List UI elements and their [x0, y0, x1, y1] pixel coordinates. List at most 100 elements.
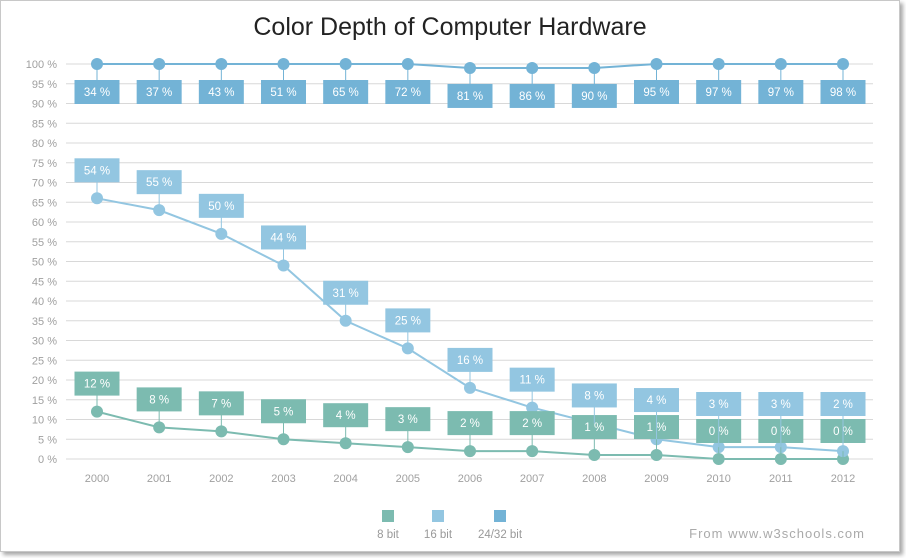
y-tick-label: 100 %	[26, 59, 57, 71]
data-label: 65 %	[333, 87, 359, 99]
x-tick-label: 2001	[147, 473, 171, 485]
data-label-box	[261, 80, 306, 104]
x-tick-label: 2012	[831, 473, 855, 485]
data-label: 2 %	[522, 418, 542, 430]
data-label-box	[447, 83, 493, 108]
data-label: 12 %	[84, 379, 110, 391]
data-label-box	[696, 392, 742, 416]
data-label: 3 %	[709, 399, 729, 411]
y-tick-label: 80 %	[32, 138, 57, 150]
data-label: 5 %	[274, 406, 294, 418]
data-label: 44 %	[270, 232, 296, 244]
data-label: 25 %	[395, 315, 421, 327]
y-tick-label: 75 %	[32, 158, 57, 170]
data-label-box	[820, 80, 866, 104]
data-label-box	[74, 80, 120, 104]
y-tick-label: 70 %	[32, 178, 57, 190]
y-tick-label: 95 %	[32, 79, 57, 91]
data-label: 90 %	[581, 91, 607, 103]
data-label: 4 %	[336, 410, 356, 422]
x-tick-label: 2000	[85, 473, 109, 485]
x-tick-label: 2010	[706, 473, 730, 485]
legend-label: 16 bit	[424, 529, 453, 541]
data-label: 2 %	[833, 399, 853, 411]
data-label: 50 %	[208, 201, 234, 213]
x-tick-label: 2011	[769, 473, 793, 485]
data-label: 1 %	[584, 422, 604, 434]
data-label-box	[323, 80, 369, 104]
data-label-box	[385, 80, 431, 104]
data-label-box	[509, 367, 555, 392]
data-label: 16 %	[457, 355, 483, 367]
data-label-box	[323, 280, 369, 305]
data-label: 3 %	[771, 399, 791, 411]
data-label: 43 %	[208, 87, 234, 99]
data-label-box	[261, 399, 306, 424]
data-label-box	[385, 308, 431, 333]
source-credit: From www.w3schools.com	[689, 526, 865, 541]
data-label-box	[385, 407, 431, 432]
data-label: 54 %	[84, 165, 110, 177]
data-label-box	[509, 411, 555, 436]
y-tick-label: 55 %	[32, 237, 57, 249]
data-label: 34 %	[84, 87, 110, 99]
data-label-box	[447, 411, 493, 436]
x-tick-label: 2006	[458, 473, 482, 485]
y-tick-label: 60 %	[32, 217, 57, 229]
data-label: 8 %	[149, 394, 169, 406]
y-tick-label: 40 %	[32, 296, 57, 308]
data-label-box	[198, 193, 244, 218]
data-label: 8 %	[584, 390, 604, 402]
data-label-box	[634, 388, 679, 413]
data-label: 51 %	[270, 87, 296, 99]
y-tick-label: 65 %	[32, 197, 57, 209]
x-tick-label: 2002	[209, 473, 233, 485]
x-tick-label: 2004	[333, 473, 357, 485]
data-label: 97 %	[706, 87, 732, 99]
data-label: 7 %	[211, 398, 231, 410]
data-label: 31 %	[333, 288, 359, 300]
x-tick-label: 2003	[271, 473, 295, 485]
x-tick-label: 2005	[396, 473, 420, 485]
data-label-box	[634, 80, 679, 104]
y-tick-label: 30 %	[32, 336, 57, 348]
data-label: 98 %	[830, 87, 856, 99]
y-tick-label: 20 %	[32, 375, 57, 387]
data-label: 3 %	[398, 414, 418, 426]
data-label-box	[136, 387, 182, 412]
data-label-box	[758, 80, 804, 104]
legend-swatch	[494, 510, 506, 522]
x-tick-label: 2009	[644, 473, 668, 485]
data-label-box	[447, 347, 493, 372]
chart-title: Color Depth of Computer Hardware	[253, 13, 647, 41]
data-label-box	[571, 383, 617, 408]
data-label: 81 %	[457, 91, 483, 103]
data-label: 97 %	[768, 87, 794, 99]
data-label-box	[509, 83, 555, 108]
y-tick-label: 50 %	[32, 257, 57, 269]
data-label-box	[571, 83, 617, 108]
data-label-box	[323, 403, 369, 428]
data-label-box	[820, 392, 866, 416]
data-label-box	[136, 80, 182, 104]
data-label: 2 %	[460, 418, 480, 430]
data-label: 4 %	[647, 395, 667, 407]
data-label: 95 %	[643, 87, 669, 99]
legend-swatch	[382, 510, 394, 522]
data-label-box	[261, 225, 306, 250]
legend-label: 24/32 bit	[478, 529, 523, 541]
data-label-box	[758, 392, 804, 416]
data-label-box	[74, 371, 120, 396]
data-label-box	[198, 391, 244, 416]
data-label-box	[696, 80, 742, 104]
y-tick-label: 45 %	[32, 276, 57, 288]
legend-label: 8 bit	[377, 529, 400, 541]
data-label-box	[136, 170, 182, 195]
data-label-box	[74, 158, 120, 183]
data-label: 11 %	[519, 375, 544, 387]
y-tick-label: 15 %	[32, 395, 57, 407]
y-tick-label: 10 %	[32, 415, 57, 427]
data-label-box	[198, 80, 244, 104]
data-label: 86 %	[519, 91, 545, 103]
